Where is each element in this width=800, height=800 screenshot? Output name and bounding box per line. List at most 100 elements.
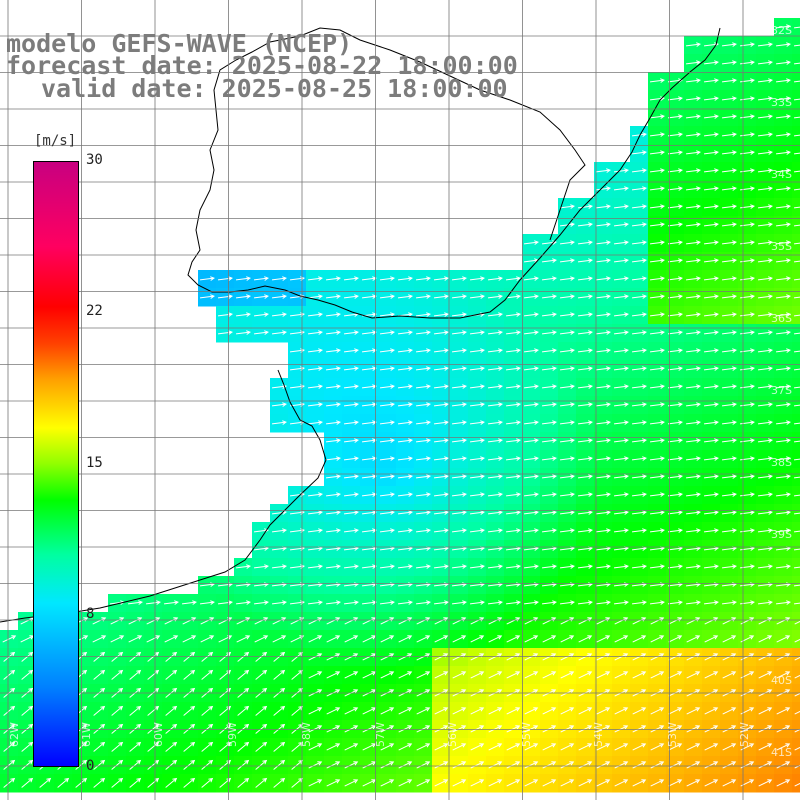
wind-arrow — [308, 671, 323, 679]
wind-arrow — [273, 651, 286, 662]
wind-arrow — [722, 743, 737, 751]
wind-arrow — [397, 276, 413, 281]
wind-arrow — [271, 420, 287, 425]
colorbar-tick-30: 30 — [86, 152, 103, 168]
wind-arrow — [307, 420, 323, 425]
wind-arrow — [631, 438, 647, 443]
wind-arrow — [201, 741, 214, 752]
wind-arrow — [722, 779, 737, 787]
wind-arrow — [271, 294, 287, 299]
wind-arrow — [201, 723, 214, 734]
wind-arrow — [793, 368, 800, 371]
wind-arrow — [631, 258, 647, 263]
wind-arrow — [703, 276, 719, 281]
wind-arrow — [560, 635, 575, 643]
wind-arrow — [649, 564, 665, 569]
wind-arrow — [343, 564, 359, 569]
wind-arrow — [739, 222, 755, 227]
wind-arrow — [273, 741, 286, 752]
wind-arrow — [541, 438, 557, 443]
wind-arrow — [433, 474, 449, 479]
wind-arrow — [685, 114, 701, 119]
lon-label: 62W — [8, 722, 21, 747]
wind-arrow — [649, 456, 665, 461]
wind-arrow — [703, 186, 719, 191]
wind-arrow — [577, 330, 593, 335]
wind-arrow — [307, 294, 323, 299]
wind-arrow — [254, 635, 269, 643]
wind-arrow — [488, 671, 503, 679]
wind-arrow — [757, 474, 773, 479]
wind-arrow — [667, 168, 683, 173]
wind-arrow — [613, 240, 629, 245]
wind-arrow — [631, 330, 647, 335]
wind-arrow — [613, 204, 629, 209]
wind-arrow — [721, 258, 737, 263]
wind-arrow — [613, 474, 629, 479]
wind-arrow — [380, 707, 395, 715]
wind-arrow — [542, 707, 557, 715]
colorbar — [33, 161, 79, 767]
wind-arrow — [524, 779, 539, 787]
wind-arrow — [739, 168, 755, 173]
wind-arrow — [541, 294, 557, 299]
wind-arrow — [613, 276, 629, 281]
wind-arrow — [721, 312, 737, 317]
wind-arrow — [685, 348, 701, 353]
wind-arrow — [794, 656, 800, 661]
wind-arrow — [488, 761, 503, 769]
wind-arrow — [307, 312, 323, 317]
wind-arrow — [469, 330, 485, 335]
wind-arrow — [667, 312, 683, 317]
wind-arrow — [578, 707, 593, 715]
wind-arrow — [739, 402, 755, 407]
wind-arrow — [595, 312, 611, 317]
wind-arrow — [343, 366, 359, 371]
wind-arrow — [379, 510, 395, 515]
wind-speed-cell — [792, 774, 800, 793]
wind-arrow — [775, 528, 791, 533]
wind-arrow — [75, 777, 88, 788]
wind-arrow — [110, 635, 125, 643]
wind-arrow — [667, 384, 683, 389]
wind-arrow — [577, 438, 593, 443]
wind-arrow — [451, 564, 467, 569]
wind-arrow — [201, 705, 214, 716]
wind-arrow — [613, 438, 629, 443]
wind-arrow — [794, 728, 800, 733]
wind-arrow — [649, 276, 665, 281]
wind-arrow — [650, 725, 665, 733]
wind-arrow — [757, 258, 773, 263]
wind-arrow — [434, 725, 449, 733]
wind-arrow — [776, 761, 791, 769]
wind-arrow — [721, 78, 737, 83]
wind-arrow — [595, 402, 611, 407]
wind-arrow — [183, 759, 196, 770]
wind-arrow — [757, 60, 773, 65]
wind-arrow — [201, 651, 214, 662]
wind-arrow — [397, 366, 413, 371]
wind-arrow — [433, 438, 449, 443]
wind-arrow — [165, 723, 178, 734]
wind-arrow — [415, 510, 431, 515]
wind-arrow — [703, 240, 719, 245]
wind-arrow — [129, 669, 142, 680]
wind-arrow — [704, 725, 719, 733]
wind-arrow — [307, 402, 323, 407]
wind-arrow — [721, 438, 737, 443]
wind-arrow — [560, 707, 575, 715]
wind-arrow — [667, 510, 683, 515]
wind-arrow — [577, 384, 593, 389]
wind-arrow — [632, 635, 647, 643]
wind-arrow — [721, 132, 737, 137]
wind-arrow — [793, 440, 800, 443]
wind-arrow — [506, 635, 521, 643]
wind-arrow — [541, 276, 557, 281]
wind-arrow — [757, 96, 773, 101]
lon-label: 61W — [80, 722, 93, 747]
wind-arrow — [793, 386, 800, 389]
wind-arrow — [721, 420, 737, 425]
wind-arrow — [703, 204, 719, 209]
wind-arrow — [775, 150, 791, 155]
wind-arrow — [739, 564, 755, 569]
